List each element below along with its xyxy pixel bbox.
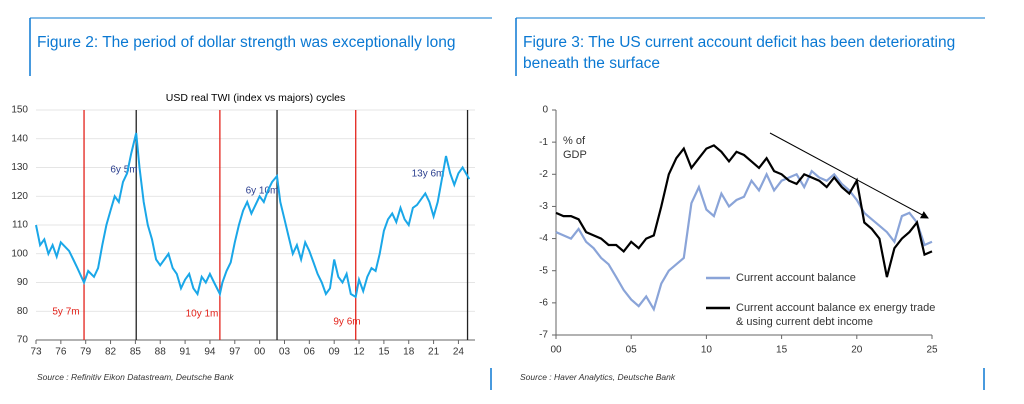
x-tick-label: 88 [155, 347, 167, 358]
chart-subtitle: USD real TWI (index vs majors) cycles [166, 92, 346, 104]
y-tick-label: -1 [539, 137, 548, 148]
y-tick-label: 80 [17, 306, 29, 317]
y-tick-label: 70 [17, 335, 29, 346]
y-tick-label: 0 [542, 105, 548, 116]
y-tick-label: 100 [11, 248, 28, 259]
x-tick-label: 21 [428, 347, 440, 358]
x-tick-label: 20 [851, 345, 863, 356]
x-tick-label: 10 [701, 345, 713, 356]
y-tick-label: 90 [17, 277, 29, 288]
x-tick-label: 94 [204, 347, 216, 358]
x-tick-label: 18 [403, 347, 415, 358]
x-tick-label: 24 [453, 347, 465, 358]
figure-title: Figure 3: The US current account deficit… [523, 34, 956, 72]
figure-title: Figure 2: The period of dollar strength … [37, 34, 456, 51]
x-tick-label: 09 [329, 347, 341, 358]
y-tick-label: 150 [11, 105, 28, 116]
annotation: 5y 7m [52, 307, 79, 318]
trend-arrow [769, 132, 929, 219]
x-tick-label: 12 [353, 347, 365, 358]
x-tick-label: 73 [30, 347, 42, 358]
y-tick-label: -5 [539, 265, 548, 276]
y-axis-label: % of GDP [563, 135, 587, 161]
annotation: 10y 1m [186, 309, 219, 320]
x-tick-label: 91 [180, 347, 192, 358]
series-line [555, 144, 933, 278]
y-tick-label: -7 [539, 330, 548, 341]
x-tick-label: 06 [304, 347, 316, 358]
x-tick-label: 97 [229, 347, 241, 358]
annotation: 13y 6m [412, 169, 445, 180]
y-tick-label: -2 [539, 169, 548, 180]
annotation: 6y 5m [110, 165, 137, 176]
annotation: 6y 10m [246, 186, 279, 197]
y-tick-label: 110 [12, 220, 28, 231]
annotation: 9y 6m [333, 317, 360, 328]
x-tick-label: 79 [80, 347, 92, 358]
x-tick-label: 00 [254, 347, 266, 358]
source: Source : Refinitiv Eikon Datastream, Deu… [37, 372, 234, 382]
x-tick-label: 85 [130, 347, 142, 358]
x-tick-label: 82 [105, 347, 117, 358]
x-tick-label: 15 [378, 347, 390, 358]
legend-label: Current account balance [736, 272, 856, 284]
x-tick-label: 15 [776, 345, 788, 356]
x-tick-label: 25 [926, 345, 938, 356]
x-tick-label: 76 [55, 347, 67, 358]
series-line [35, 132, 471, 299]
y-tick-label: 120 [11, 191, 28, 202]
x-tick-label: 05 [626, 345, 638, 356]
y-tick-label: 130 [11, 162, 28, 173]
y-tick-label: -6 [539, 297, 548, 308]
series-line [555, 169, 933, 313]
y-tick-label: -4 [539, 233, 548, 244]
y-tick-label: 140 [11, 133, 28, 144]
x-tick-label: 00 [550, 345, 562, 356]
y-tick-label: -3 [539, 201, 548, 212]
x-tick-label: 03 [279, 347, 291, 358]
source: Source : Haver Analytics, Deutsche Bank [520, 372, 676, 382]
legend-label: Current account balance ex energy trade … [736, 302, 936, 328]
